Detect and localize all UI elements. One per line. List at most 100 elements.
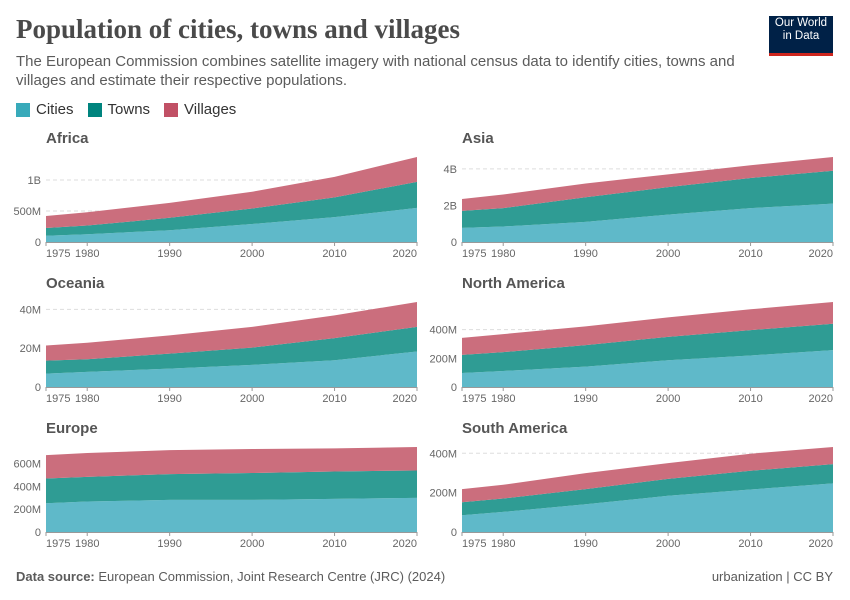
- x-tick-label-oceania: 1980: [75, 393, 99, 405]
- y-tick-label-south-america: 200M: [429, 488, 457, 500]
- legend-swatch: [16, 102, 30, 117]
- y-tick-label-asia: 0: [451, 237, 457, 249]
- x-tick-label-north-america: 2000: [656, 393, 680, 405]
- legend-item-villages[interactable]: Villages: [164, 101, 236, 118]
- x-tick-label-north-america: 1975: [462, 393, 486, 405]
- y-tick-label-africa: 0: [35, 237, 41, 249]
- x-tick-label-oceania: 2000: [240, 393, 264, 405]
- area-africa-cities: [46, 207, 417, 242]
- logo-line-2: in Data: [782, 30, 820, 42]
- area-asia-towns: [462, 170, 833, 228]
- x-tick-label-africa: 2010: [322, 248, 346, 260]
- x-tick-label-oceania: 1990: [157, 393, 181, 405]
- panel-title-south-america: South America: [462, 420, 568, 437]
- source-label: Data source:: [16, 569, 95, 584]
- y-tick-label-oceania: 0: [35, 382, 41, 394]
- y-tick-label-asia: 4B: [444, 164, 457, 176]
- x-tick-label-oceania: 2020: [393, 393, 417, 405]
- area-oceania-towns: [46, 326, 417, 374]
- x-tick-label-europe: 2000: [240, 538, 264, 550]
- data-source: Data source: European Commission, Joint …: [16, 569, 445, 584]
- area-north-america-cities: [462, 350, 833, 387]
- x-tick-label-europe: 1975: [46, 538, 70, 550]
- area-africa-towns: [46, 181, 417, 236]
- x-tick-label-south-america: 1975: [462, 538, 486, 550]
- area-oceania-cities: [46, 351, 417, 387]
- x-tick-label-europe: 2010: [322, 538, 346, 550]
- y-tick-label-oceania: 40M: [20, 304, 41, 316]
- panel-title-north-america: North America: [462, 275, 565, 292]
- area-south-america-towns: [462, 464, 833, 516]
- x-tick-label-south-america: 1980: [491, 538, 515, 550]
- x-tick-label-oceania: 2010: [322, 393, 346, 405]
- area-south-america-cities: [462, 483, 833, 532]
- area-asia-villages: [462, 157, 833, 211]
- x-tick-label-north-america: 2010: [738, 393, 762, 405]
- logo-line-1: Our World: [774, 17, 828, 29]
- y-tick-label-north-america: 200M: [429, 353, 457, 365]
- x-tick-label-south-america: 2020: [809, 538, 833, 550]
- owid-logo[interactable]: Our World in Data: [769, 16, 833, 56]
- x-tick-label-south-america: 2000: [656, 538, 680, 550]
- x-tick-label-asia: 1980: [491, 248, 515, 260]
- x-tick-label-asia: 1990: [573, 248, 597, 260]
- y-tick-label-africa: 1B: [28, 175, 41, 187]
- legend-label: Villages: [184, 101, 237, 118]
- x-tick-label-europe: 1980: [75, 538, 99, 550]
- chart-title: Population of cities, towns and villages: [16, 14, 461, 44]
- x-tick-label-north-america: 2020: [809, 393, 833, 405]
- area-europe-villages: [46, 447, 417, 479]
- y-tick-label-europe: 0: [35, 527, 41, 539]
- y-tick-label-europe: 600M: [13, 459, 41, 471]
- x-tick-label-africa: 1975: [46, 248, 70, 260]
- x-tick-label-africa: 1990: [157, 248, 181, 260]
- area-north-america-towns: [462, 323, 833, 373]
- x-tick-label-europe: 1990: [157, 538, 181, 550]
- area-europe-towns: [46, 470, 417, 504]
- x-tick-label-africa: 2000: [240, 248, 264, 260]
- area-south-america-villages: [462, 447, 833, 503]
- panel-title-oceania: Oceania: [46, 275, 105, 292]
- legend-label: Towns: [107, 101, 151, 118]
- legend-item-towns[interactable]: Towns: [87, 101, 151, 118]
- x-tick-label-africa: 1980: [75, 248, 99, 260]
- license[interactable]: urbanization | CC BY: [711, 569, 833, 584]
- panel-title-europe: Europe: [46, 420, 98, 437]
- chart-subtitle: The European Commission combines satelli…: [16, 53, 735, 89]
- legend-swatch: [87, 102, 102, 117]
- x-tick-label-asia: 1975: [462, 248, 486, 260]
- x-tick-label-asia: 2020: [809, 248, 833, 260]
- y-tick-label-asia: 2B: [444, 200, 457, 212]
- area-north-america-villages: [462, 302, 833, 355]
- legend-item-cities[interactable]: Cities: [16, 101, 74, 118]
- x-tick-label-north-america: 1980: [491, 393, 515, 405]
- y-tick-label-north-america: 400M: [429, 325, 457, 337]
- y-tick-label-europe: 200M: [13, 504, 41, 516]
- x-tick-label-south-america: 1990: [573, 538, 597, 550]
- y-tick-label-europe: 400M: [13, 481, 41, 493]
- area-africa-villages: [46, 157, 417, 229]
- area-oceania-villages: [46, 302, 417, 361]
- y-tick-label-africa: 500M: [13, 206, 41, 218]
- area-europe-cities: [46, 497, 417, 532]
- legend: Cities Towns Villages: [16, 101, 236, 118]
- legend-swatch: [164, 102, 179, 117]
- x-tick-label-oceania: 1975: [46, 393, 70, 405]
- x-tick-label-asia: 2000: [656, 248, 680, 260]
- panel-title-africa: Africa: [46, 130, 89, 147]
- y-tick-label-north-america: 0: [451, 382, 457, 394]
- y-tick-label-south-america: 0: [451, 527, 457, 539]
- y-tick-label-oceania: 20M: [20, 343, 41, 355]
- legend-label: Cities: [36, 101, 74, 118]
- x-tick-label-north-america: 1990: [573, 393, 597, 405]
- x-tick-label-asia: 2010: [738, 248, 762, 260]
- area-asia-cities: [462, 203, 833, 242]
- y-tick-label-south-america: 400M: [429, 448, 457, 460]
- x-tick-label-africa: 2020: [393, 248, 417, 260]
- x-tick-label-south-america: 2010: [738, 538, 762, 550]
- panel-title-asia: Asia: [462, 130, 494, 147]
- x-tick-label-europe: 2020: [393, 538, 417, 550]
- source-text[interactable]: European Commission, Joint Research Cent…: [98, 569, 446, 584]
